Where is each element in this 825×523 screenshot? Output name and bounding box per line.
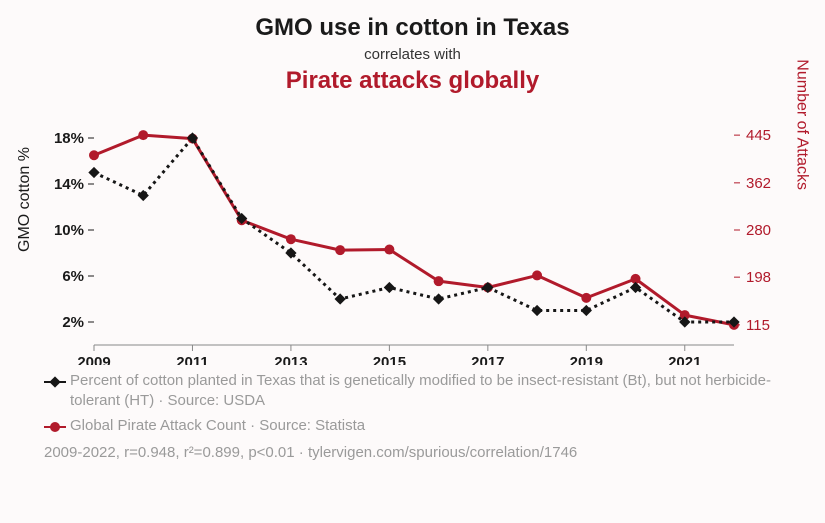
svg-text:2013: 2013 — [274, 354, 307, 365]
circle-icon — [44, 418, 66, 436]
svg-text:198: 198 — [746, 269, 771, 286]
diamond-icon — [44, 373, 66, 391]
svg-text:2011: 2011 — [176, 354, 209, 365]
y-axis-right-label: Number of Attacks — [793, 59, 811, 190]
svg-text:280: 280 — [746, 222, 771, 239]
svg-text:2015: 2015 — [373, 354, 406, 365]
svg-text:2%: 2% — [62, 314, 84, 331]
svg-text:2019: 2019 — [570, 354, 603, 365]
svg-text:18%: 18% — [54, 130, 84, 147]
legend-item-2: Global Pirate Attack Count · Source: Sta… — [44, 416, 785, 436]
svg-text:445: 445 — [746, 127, 771, 144]
y-axis-left-label: GMO cotton % — [16, 147, 34, 252]
chart-frame: GMO use in cotton in Texas correlates wi… — [0, 0, 825, 523]
legend: Percent of cotton planted in Texas that … — [0, 365, 825, 436]
legend-text-2: Global Pirate Attack Count · Source: Sta… — [70, 416, 785, 436]
svg-text:362: 362 — [746, 175, 771, 192]
title-block: GMO use in cotton in Texas correlates wi… — [0, 0, 825, 95]
legend-text-1: Percent of cotton planted in Texas that … — [70, 371, 785, 412]
svg-text:6%: 6% — [62, 268, 84, 285]
svg-text:2017: 2017 — [471, 354, 504, 365]
svg-text:10%: 10% — [54, 222, 84, 239]
legend-item-1: Percent of cotton planted in Texas that … — [44, 371, 785, 412]
svg-text:2021: 2021 — [668, 354, 701, 365]
chart-plot: 2% 6% 10% 14% 18% 115 198 280 362 445 2009 2011 2013… — [0, 95, 825, 365]
title-line2: Pirate attacks globally — [0, 67, 825, 95]
svg-text:2009: 2009 — [77, 354, 110, 365]
svg-text:14%: 14% — [54, 176, 84, 193]
footer-text: 2009-2022, r=0.948, r²=0.899, p<0.01 · t… — [0, 440, 825, 461]
svg-text:115: 115 — [746, 317, 770, 334]
title-line1: GMO use in cotton in Texas — [0, 14, 825, 42]
title-correlates: correlates with — [0, 46, 825, 63]
